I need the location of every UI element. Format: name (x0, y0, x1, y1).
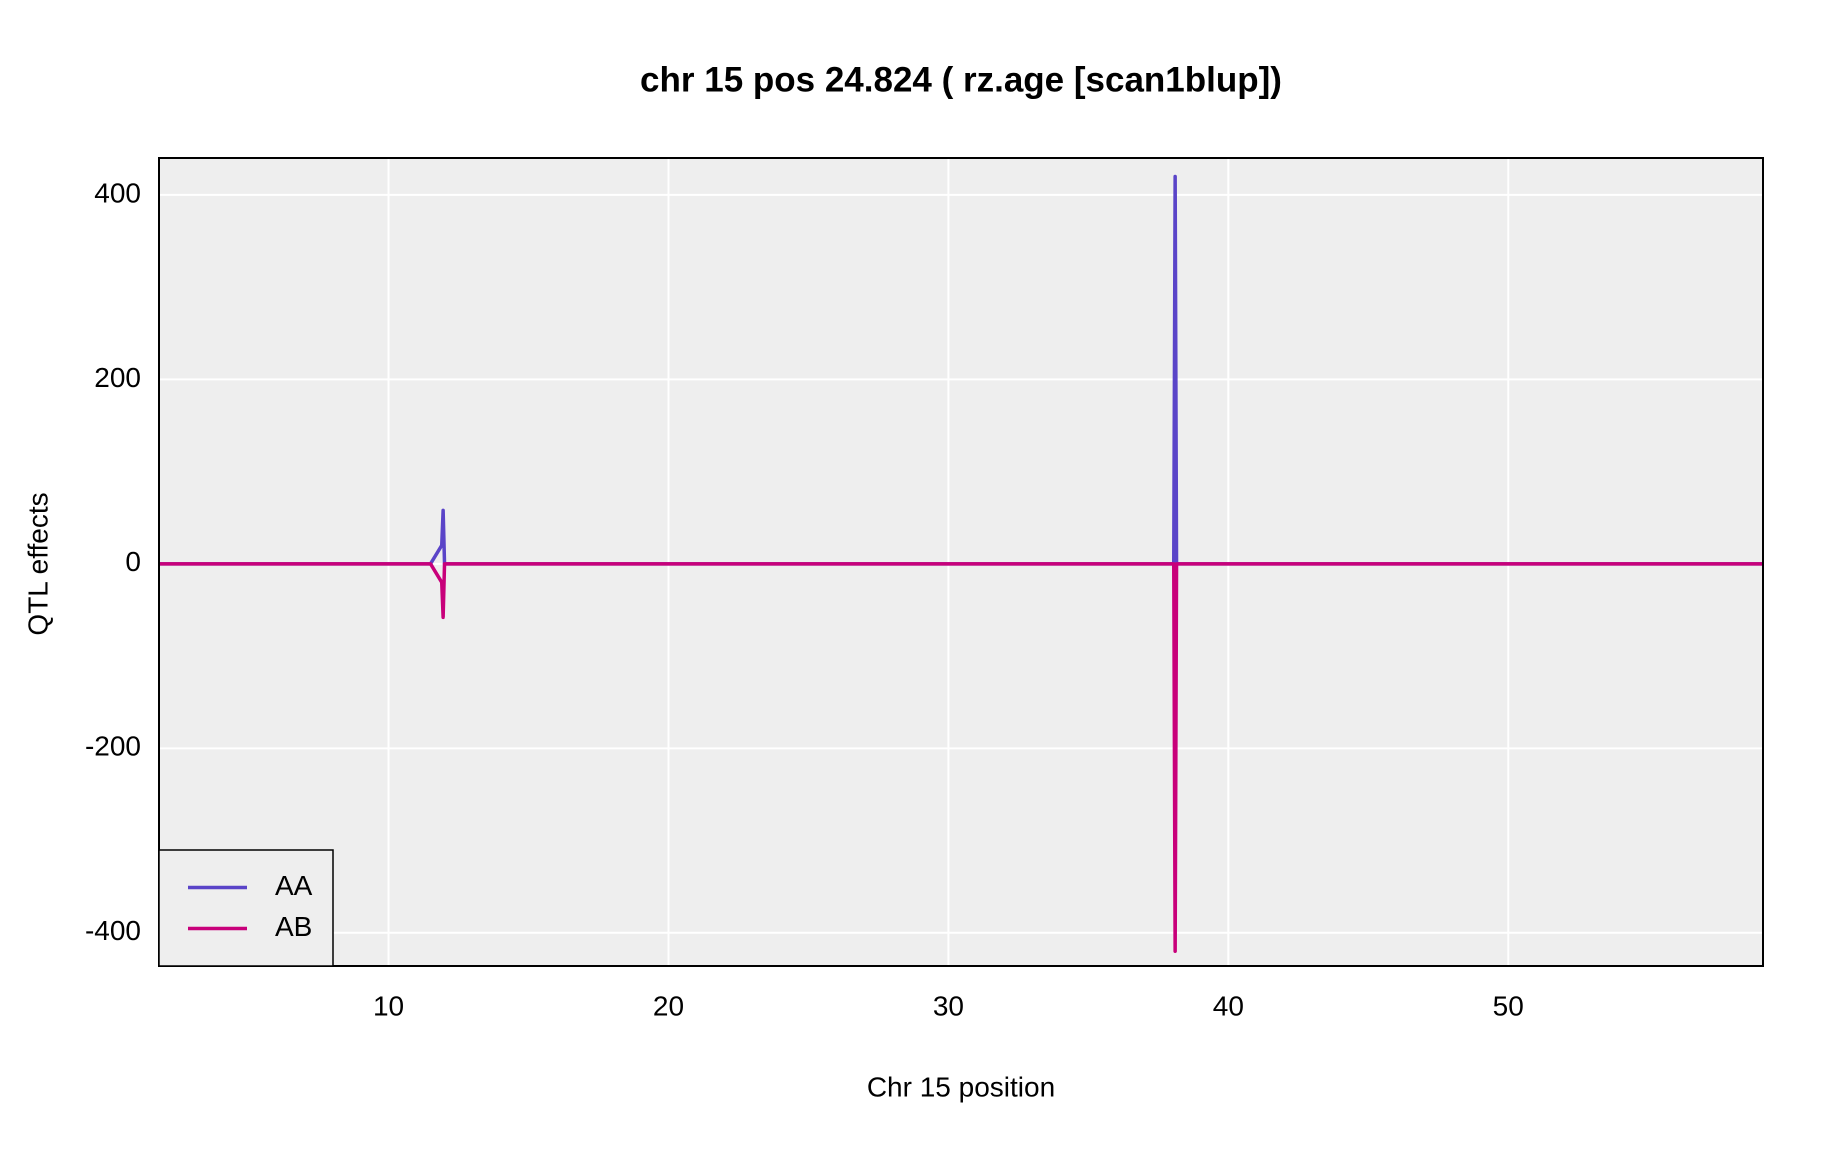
y-tick-label: 200 (94, 362, 141, 393)
x-tick-label: 20 (653, 990, 684, 1021)
legend-box (158, 849, 334, 967)
chart-title: chr 15 pos 24.824 ( rz.age [scan1blup]) (640, 60, 1282, 99)
plot-background (159, 158, 1763, 966)
x-tick-label: 10 (373, 990, 404, 1021)
legend-label: AA (275, 870, 313, 901)
y-tick-label: -400 (85, 915, 141, 946)
plot-border (158, 157, 1764, 967)
x-tick-label: 40 (1213, 990, 1244, 1021)
legend-label: AB (275, 911, 312, 942)
series-line (159, 562, 1763, 953)
x-axis-label: Chr 15 position (867, 1071, 1055, 1102)
y-tick-label: 0 (125, 546, 141, 577)
x-tick-label: 50 (1493, 990, 1524, 1021)
y-tick-label: -200 (85, 731, 141, 762)
y-tick-label: 400 (94, 177, 141, 208)
y-axis-label: QTL effects (22, 492, 53, 635)
x-tick-label: 30 (933, 990, 964, 1021)
